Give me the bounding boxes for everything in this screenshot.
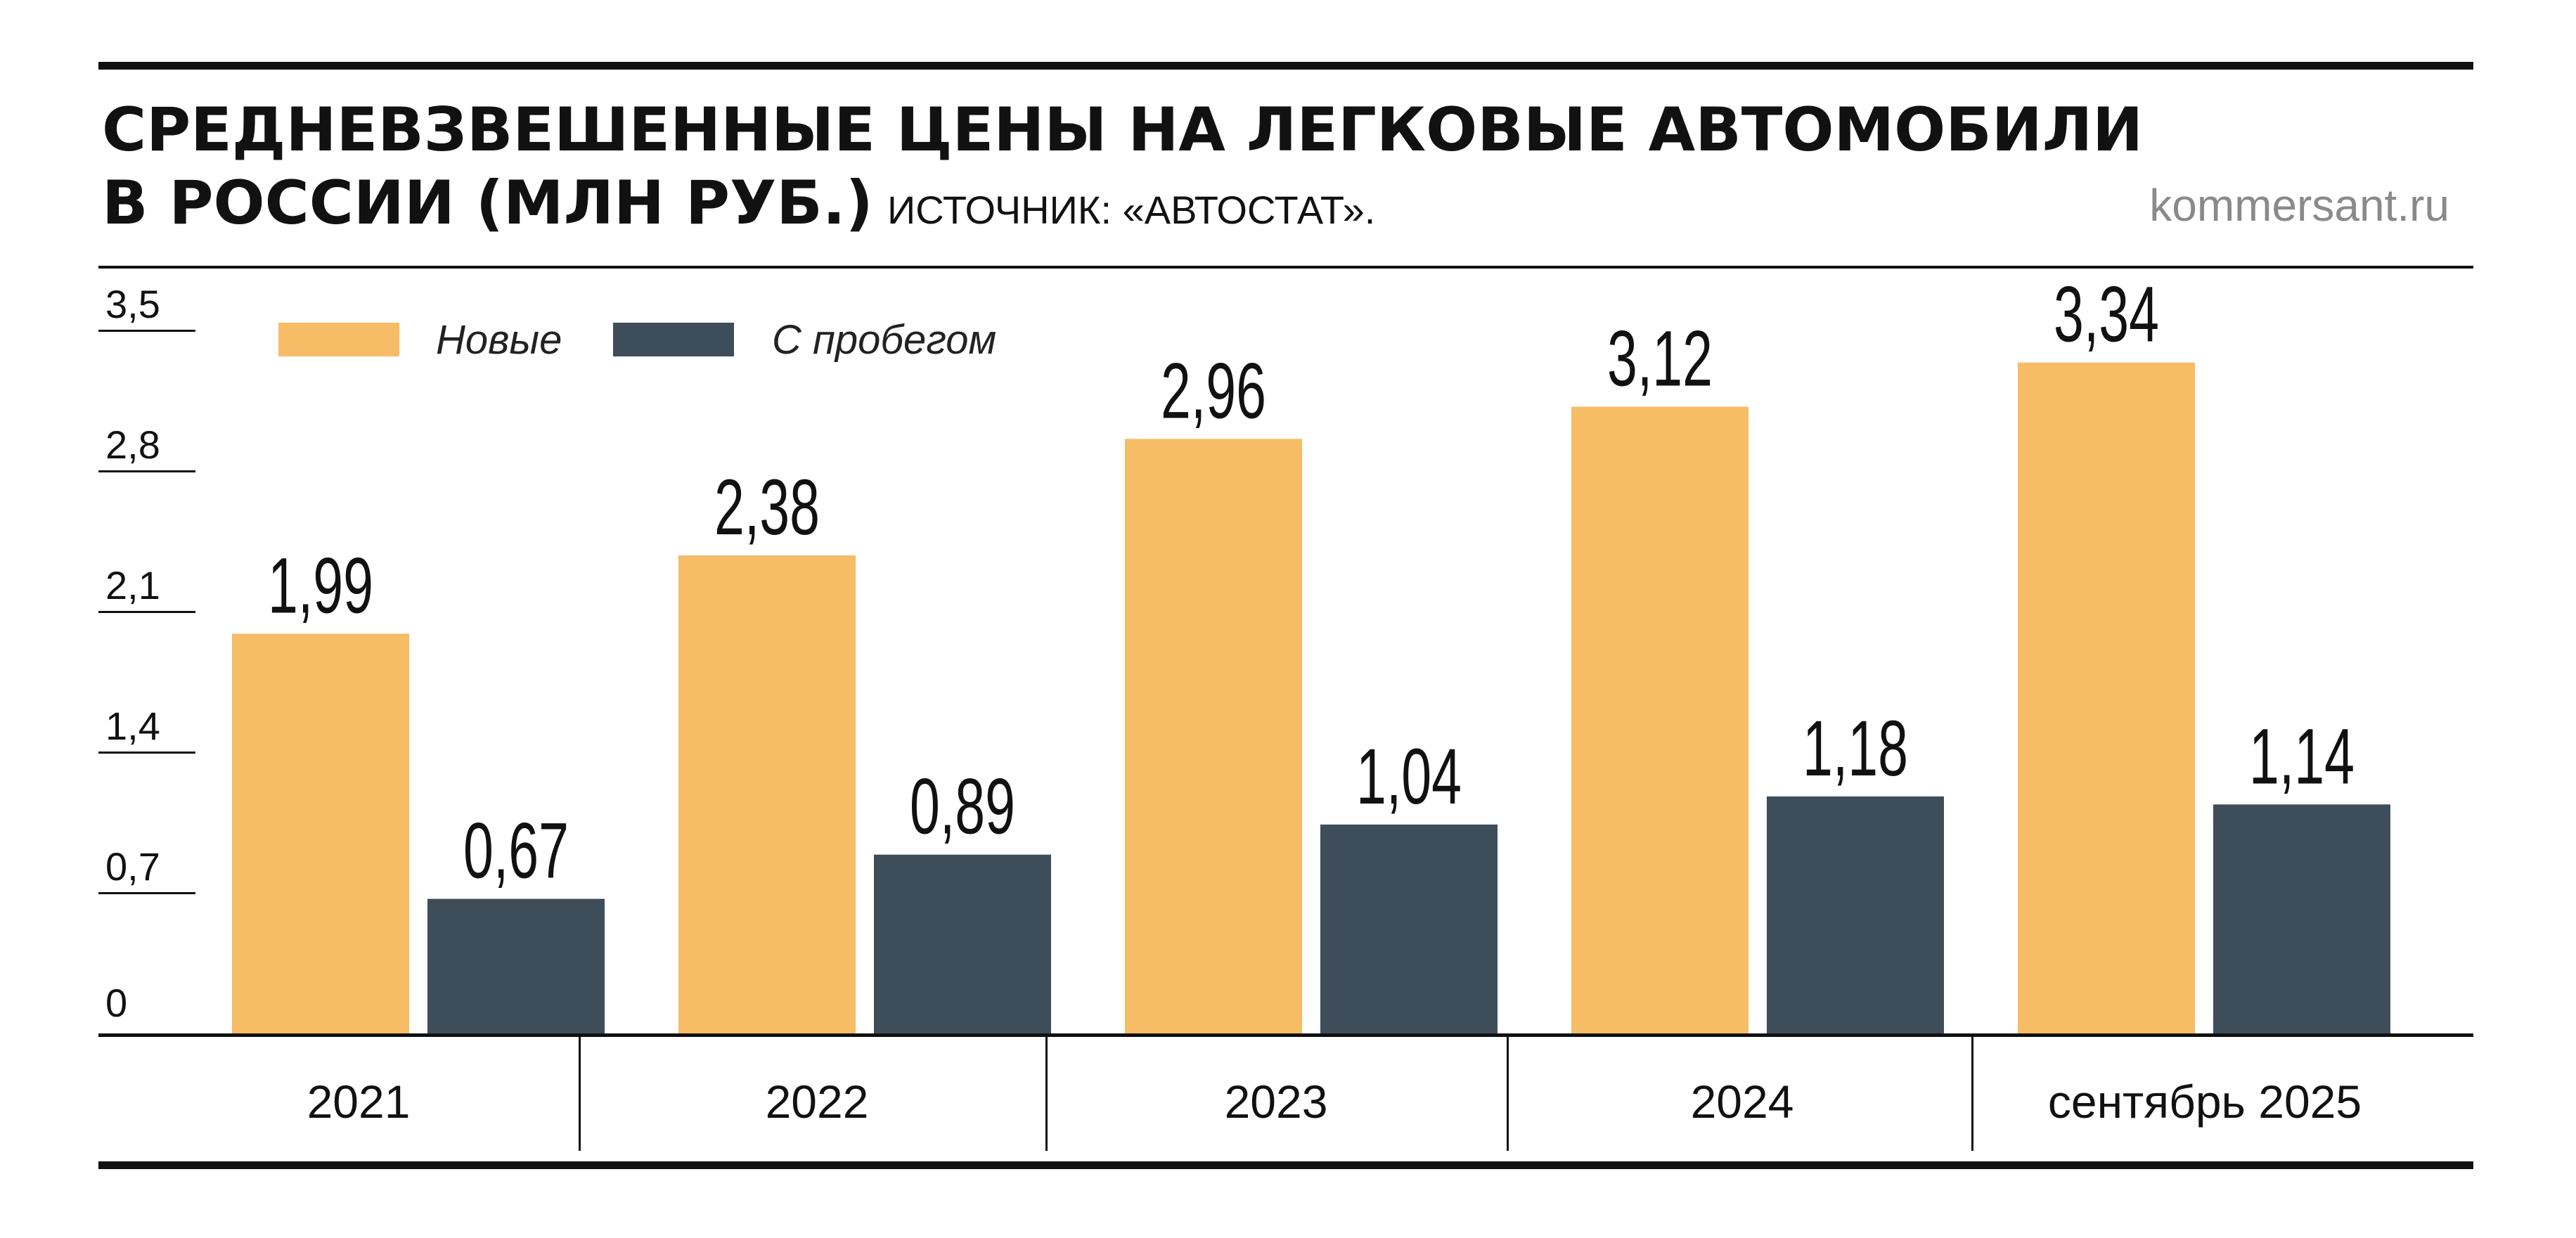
category-separator: [579, 1037, 581, 1151]
bar-new: [232, 633, 409, 1033]
legend-label-new: Новые: [436, 317, 562, 363]
y-axis: 0 0,7 1,4 2,1 2,8 3,5: [98, 282, 195, 1025]
source-note: ИСТОЧНИК: «АВТОСТАТ».: [887, 188, 1375, 232]
category-label: 2024: [1691, 1076, 1794, 1128]
chart-title-line2: В РОССИИ (МЛН РУБ.): [102, 168, 873, 238]
value-label-used: 1,04: [1356, 733, 1462, 820]
category-label: 2021: [307, 1076, 411, 1128]
y-tick-label: 1,4: [105, 704, 160, 748]
legend-label-used: С пробегом: [772, 317, 996, 363]
category-separator: [1507, 1037, 1509, 1151]
bar-new: [2018, 362, 2195, 1033]
legend-swatch-new: [278, 323, 399, 356]
y-tick-label: 0: [105, 981, 127, 1025]
value-label-new: 2,38: [714, 463, 820, 551]
chart-title-line1: СРЕДНЕВЗВЕШЕННЫЕ ЦЕНЫ НА ЛЕГКОВЫЕ АВТОМО…: [102, 95, 2143, 165]
value-label-used: 1,18: [1803, 704, 1908, 792]
y-tick-label: 2,1: [105, 563, 160, 607]
value-label-used: 0,89: [910, 763, 1015, 851]
y-tick-label: 0,7: [105, 844, 160, 889]
bar-new: [1125, 439, 1302, 1033]
y-tick-mark: [98, 470, 195, 472]
category-label: сентябрь 2025: [2048, 1076, 2362, 1128]
y-tick-mark: [98, 892, 195, 894]
bars: [232, 362, 2390, 1033]
category-label: 2022: [766, 1076, 869, 1128]
bar-used: [1320, 824, 1498, 1033]
y-tick-label: 2,8: [105, 423, 160, 467]
bar-new: [678, 555, 856, 1033]
category-axis: 2021 2022 2023 2024 сентябрь 2025: [307, 1037, 2362, 1151]
bar-used: [427, 898, 605, 1033]
value-label-new: 3,12: [1607, 315, 1713, 403]
bar-used: [1767, 796, 1944, 1033]
bottom-rule: [98, 1161, 2473, 1169]
top-rule: [98, 62, 2473, 70]
value-label-used: 0,67: [463, 807, 569, 895]
site-name: kommersant.ru: [2149, 180, 2449, 231]
category-separator: [1045, 1037, 1048, 1151]
y-tick-mark: [98, 752, 195, 754]
category-separator: [1971, 1037, 1973, 1151]
value-label-new: 2,96: [1161, 347, 1266, 434]
legend-swatch-used: [613, 323, 734, 356]
value-labels: 1,99 0,67 2,38 0,89 2,96 1,04 3,12 1,18 3,34 1,14: [268, 271, 2355, 895]
bar-new: [1571, 406, 1749, 1033]
value-label-new: 3,34: [2054, 271, 2159, 359]
value-label-new: 1,99: [268, 541, 373, 629]
y-tick-mark: [98, 611, 195, 613]
header-rule: [98, 266, 2473, 269]
category-label: 2023: [1225, 1076, 1328, 1128]
y-tick-mark: [98, 330, 195, 332]
y-tick-label: 3,5: [105, 282, 160, 326]
x-axis-baseline: [98, 1033, 2473, 1037]
bar-used: [2213, 804, 2390, 1033]
bar-used: [874, 854, 1051, 1033]
value-label-used: 1,14: [2249, 712, 2355, 800]
